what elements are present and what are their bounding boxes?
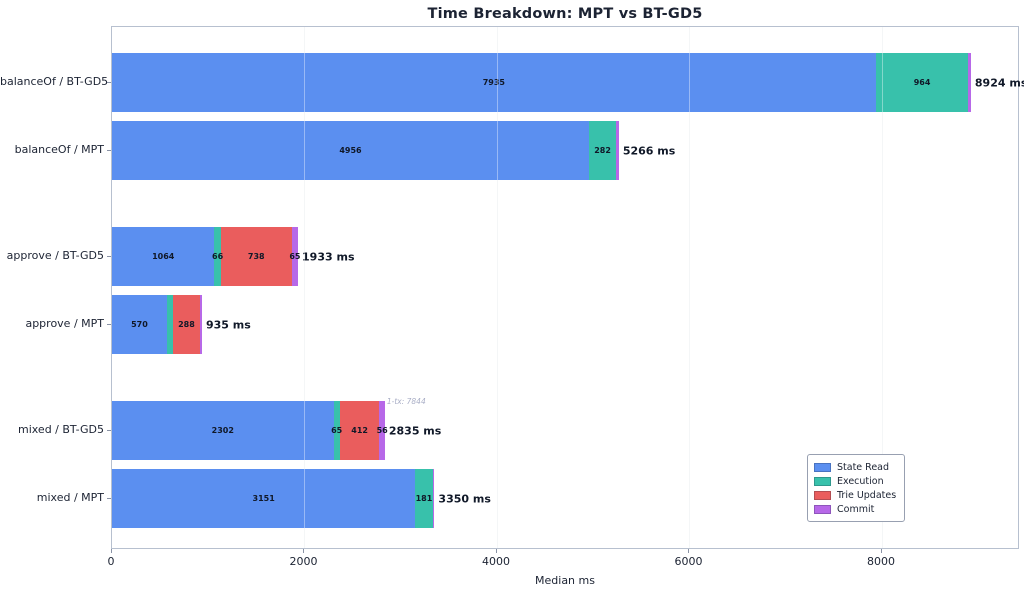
segment-execution: 181 — [415, 469, 433, 528]
x-tick-mark — [688, 549, 690, 553]
y-tick-mark — [107, 255, 111, 257]
segment-value-label: 4956 — [339, 146, 362, 155]
y-axis-label: approve / BT-GD5 — [6, 248, 104, 262]
bar-balanceof-mpt: 4956 282 5266 ms — [112, 121, 675, 180]
segment-value-label: 288 — [178, 320, 195, 329]
y-tick-mark — [107, 81, 111, 83]
y-tick-mark — [107, 323, 111, 325]
legend-entry-execution: Execution — [814, 474, 896, 488]
segment-value-label: 2302 — [211, 426, 234, 435]
bar-approve-bt-gd5: 1064 66 738 65 1933 ms — [112, 227, 355, 286]
bar-total-label: 8924 ms — [974, 76, 1024, 89]
segment-value-label: 412 — [351, 426, 368, 435]
segment-state-read: 4956 — [112, 121, 589, 180]
bar-annotation: 1-tx: 7844 — [386, 397, 426, 406]
legend-label: State Read — [837, 461, 890, 473]
y-tick-mark — [107, 497, 111, 499]
bar-total-label: 2835 ms — [388, 424, 442, 437]
legend-entry-trie-updates: Trie Updates — [814, 488, 896, 502]
x-axis-title: Median ms — [535, 574, 595, 587]
y-tick-mark — [107, 429, 111, 431]
segment-value-label: 3151 — [252, 494, 275, 503]
gridline-overlay — [496, 27, 498, 548]
y-axis-label: balanceOf / MPT — [14, 142, 104, 156]
segment-state-read: 2302 — [112, 401, 334, 460]
segment-execution: 282 — [588, 121, 617, 180]
segment-trie-updates: 738 — [220, 227, 292, 286]
plot-area: 7935 964 8924 ms 4956 282 5266 ms 1064 66 738 65 1… — [111, 26, 1024, 549]
legend: State Read Execution Trie Updates Commit — [807, 454, 906, 522]
legend-color-patch — [814, 490, 831, 500]
segment-state-read: 3151 — [112, 469, 416, 528]
bar-approve-mpt: 570 288 935 ms — [112, 295, 251, 354]
segment-state-read: 1064 — [112, 227, 215, 286]
x-tick-mark — [303, 549, 305, 553]
y-axis-label: mixed / MPT — [36, 490, 104, 504]
segment-commit: 65 — [289, 227, 301, 286]
chart-title: Time Breakdown: MPT vs BT-GD5 — [427, 6, 703, 22]
x-tick-label: 8000 — [866, 555, 895, 568]
x-tick-mark — [495, 549, 497, 553]
segment-execution: 66 — [212, 227, 224, 286]
gridline-overlay — [304, 27, 306, 548]
x-tick-label: 2000 — [289, 555, 318, 568]
x-tick-label: 6000 — [674, 555, 703, 568]
gridline-overlay — [689, 27, 691, 548]
segment-execution — [166, 295, 173, 354]
x-tick-label: 0 — [107, 555, 115, 568]
y-axis-label: balanceOf / BT-GD5 — [0, 74, 109, 88]
y-tick-mark — [107, 149, 111, 151]
bar-total-label: 3350 ms — [438, 492, 491, 505]
legend-label: Execution — [837, 475, 884, 487]
segment-commit — [200, 295, 202, 354]
x-tick-mark — [880, 549, 882, 553]
segment-commit — [432, 469, 435, 528]
bar-total-label: 5266 ms — [622, 144, 676, 157]
segment-value-label: 65 — [331, 426, 343, 435]
x-tick-label: 4000 — [481, 555, 510, 568]
segment-value-label: 56 — [376, 426, 388, 435]
legend-label: Trie Updates — [837, 489, 897, 501]
y-axis-label: approve / MPT — [25, 316, 104, 330]
legend-color-patch — [814, 504, 831, 514]
legend-label: Commit — [837, 503, 875, 515]
segment-value-label: 181 — [415, 494, 433, 503]
bar-total-label: 935 ms — [205, 318, 251, 331]
segment-trie-updates: 412 — [339, 401, 380, 460]
y-axis-label: mixed / BT-GD5 — [17, 422, 104, 436]
legend-entry-state-read: State Read — [814, 460, 896, 474]
segment-state-read: 570 — [112, 295, 167, 354]
segment-commit: 56 — [377, 401, 388, 460]
bar-balanceof-bt-gd5: 7935 964 8924 ms — [112, 53, 1024, 112]
segment-commit — [616, 121, 619, 180]
segment-value-label: 570 — [131, 320, 148, 329]
gridline-overlay — [881, 27, 883, 548]
bar-total-label: 1933 ms — [302, 250, 355, 263]
segment-state-read: 7935 — [112, 53, 876, 112]
segment-value-label: 1064 — [152, 252, 175, 261]
segment-value-label: 964 — [913, 78, 931, 87]
legend-color-patch — [814, 476, 831, 486]
legend-entry-commit: Commit — [814, 502, 896, 516]
legend-color-patch — [814, 462, 831, 472]
segment-value-label: 282 — [594, 146, 611, 155]
segment-trie-updates: 288 — [172, 295, 201, 354]
gridline — [496, 27, 498, 548]
segment-value-label: 65 — [289, 252, 301, 261]
segment-execution: 964 — [875, 53, 969, 112]
segment-execution: 65 — [331, 401, 343, 460]
bar-mixed-bt-gd5: 2302 65 412 56 2835 ms 1-tx: 7844 — [112, 397, 441, 460]
segment-value-label: 7935 — [482, 78, 505, 87]
segment-value-label: 738 — [247, 252, 265, 261]
segment-value-label: 66 — [212, 252, 224, 261]
x-tick-mark — [111, 549, 112, 553]
gridline — [881, 27, 883, 548]
gridline — [689, 27, 691, 548]
gridline — [304, 27, 306, 548]
bar-mixed-mpt: 3151 181 3350 ms — [112, 469, 491, 528]
segment-commit — [968, 53, 971, 112]
